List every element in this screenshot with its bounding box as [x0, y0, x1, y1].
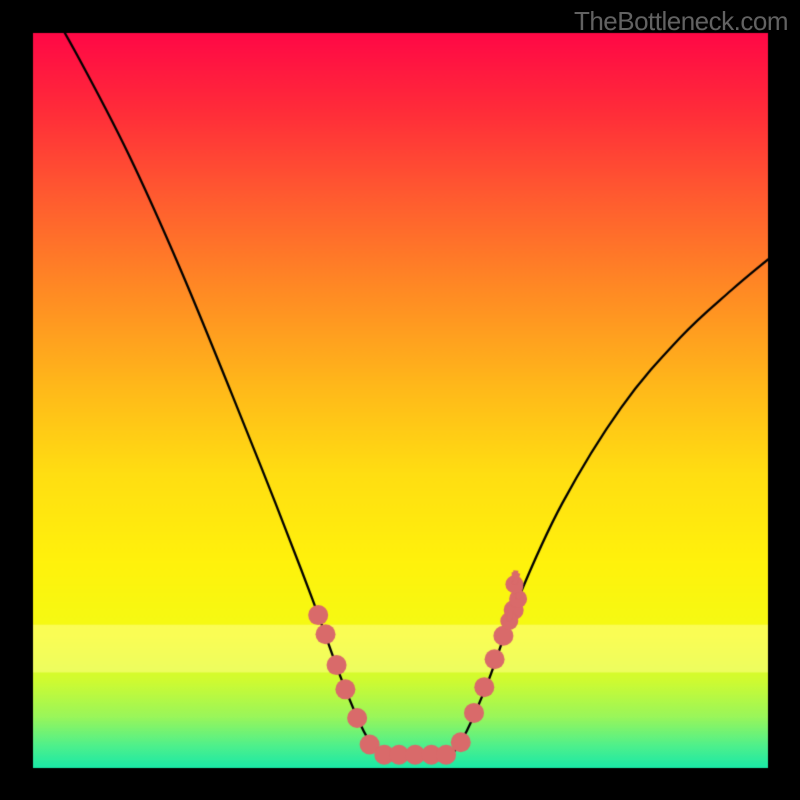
watermark-text: TheBottleneck.com: [574, 6, 788, 37]
bottleneck-chart-canvas: [0, 0, 800, 800]
chart-container: TheBottleneck.com: [0, 0, 800, 800]
